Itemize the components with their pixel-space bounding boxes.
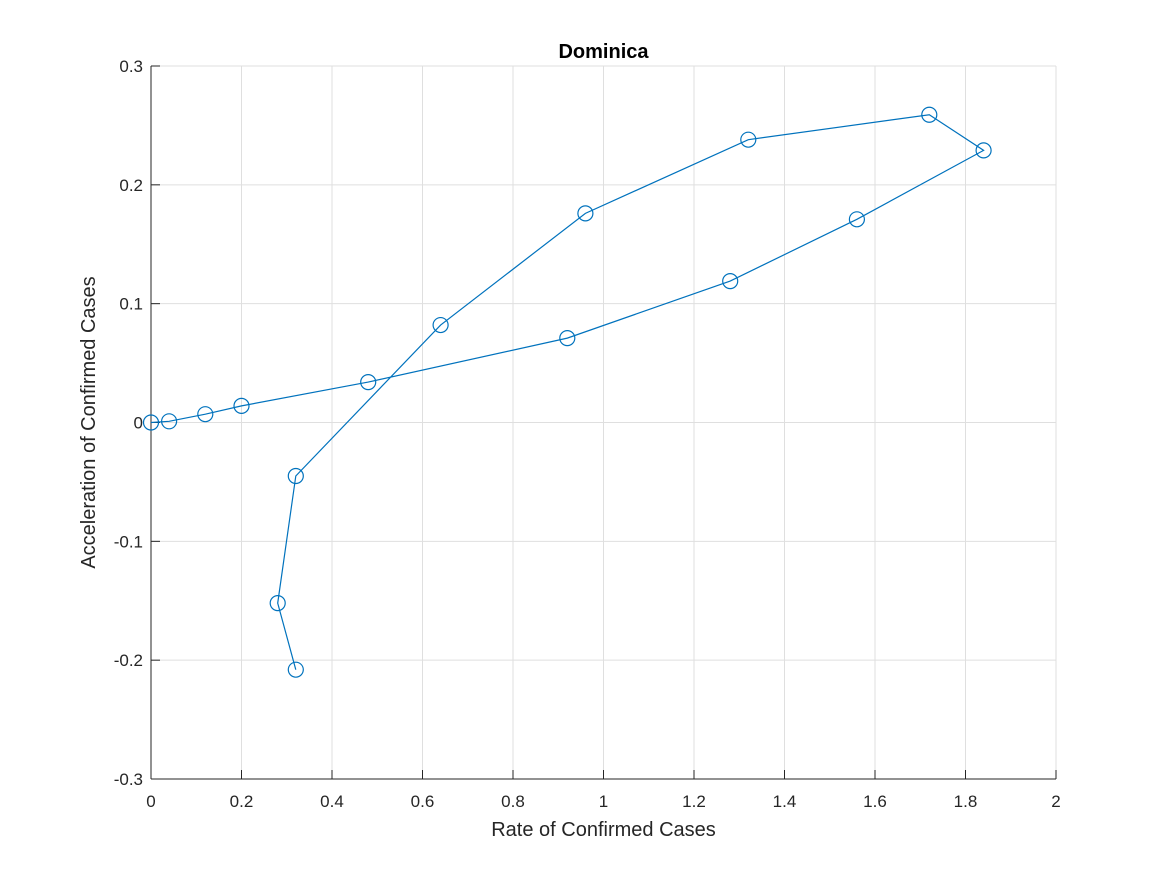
data-point (740, 131, 757, 148)
ticks: 0 0.2 0.4 0.6 0.8 1 1.2 1.4 1.6 1.8 2 -0.3 -0.2 -0.1 0… (114, 57, 1061, 811)
data-point (848, 211, 866, 228)
data-point (432, 316, 449, 334)
y-tick-label: 0.1 (119, 295, 143, 314)
data-point (921, 106, 938, 123)
data-point (975, 142, 992, 159)
y-tick-label: -0.3 (114, 770, 143, 789)
y-tick-label: 0.2 (119, 176, 143, 195)
data-point (269, 595, 286, 612)
x-tick-label: 0.2 (230, 792, 254, 811)
data-point (360, 373, 377, 391)
chart-title: Dominica (558, 41, 649, 63)
x-tick-label: 2 (1051, 792, 1060, 811)
grid (150, 65, 1057, 780)
x-tick-label: 0.6 (411, 792, 435, 811)
data-point (577, 205, 594, 222)
x-tick-label: 0.8 (501, 792, 525, 811)
x-tick-label: 1.6 (863, 792, 887, 811)
data-point (233, 397, 250, 414)
y-tick-label: -0.1 (114, 532, 143, 551)
x-tick-label: 1.4 (773, 792, 797, 811)
data-point (722, 272, 739, 290)
x-tick-label: 0.4 (320, 792, 344, 811)
data-point (559, 330, 576, 347)
y-axis-label: Acceleration of Confirmed Cases (78, 276, 100, 568)
data-point (161, 413, 178, 430)
data-point (142, 414, 160, 431)
data-point (287, 661, 304, 678)
y-tick-label: 0.3 (119, 57, 143, 76)
x-tick-label: 1.8 (954, 792, 978, 811)
x-tick-label: 0 (146, 792, 155, 811)
x-axis-label: Rate of Confirmed Cases (491, 819, 716, 841)
series (142, 106, 992, 678)
x-tick-label: 1.2 (682, 792, 706, 811)
y-tick-label: 0 (134, 414, 143, 433)
data-point (197, 406, 214, 423)
x-tick-label: 1 (599, 792, 608, 811)
data-point (287, 467, 304, 485)
series-line (150, 114, 985, 670)
y-tick-label: -0.2 (114, 651, 143, 670)
